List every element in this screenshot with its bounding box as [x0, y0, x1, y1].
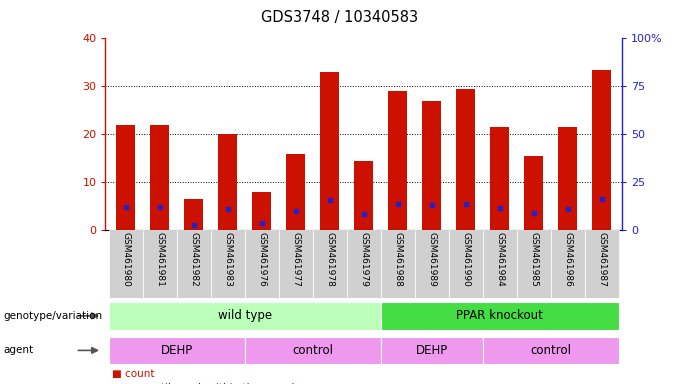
Bar: [150, 125, 169, 230]
Bar: [320, 72, 339, 230]
Text: GSM461985: GSM461985: [529, 232, 539, 287]
Bar: [551, 230, 585, 298]
Text: wild type: wild type: [218, 310, 272, 322]
Text: ■ percentile rank within the sample: ■ percentile rank within the sample: [112, 383, 301, 384]
Bar: [177, 230, 211, 298]
Text: GSM461987: GSM461987: [597, 232, 607, 287]
Text: DEHP: DEHP: [160, 344, 193, 357]
Text: GSM461988: GSM461988: [393, 232, 403, 287]
Text: GSM461986: GSM461986: [563, 232, 573, 287]
Bar: [558, 127, 577, 230]
Bar: [109, 230, 143, 298]
Bar: [490, 127, 509, 230]
Text: GSM461977: GSM461977: [291, 232, 301, 287]
Text: control: control: [292, 344, 333, 357]
Bar: [279, 230, 313, 298]
Bar: [211, 230, 245, 298]
Bar: [143, 230, 177, 298]
Text: PPAR knockout: PPAR knockout: [456, 310, 543, 322]
Bar: [517, 230, 551, 298]
Bar: [116, 125, 135, 230]
Text: GSM461984: GSM461984: [495, 232, 505, 287]
Text: genotype/variation: genotype/variation: [3, 311, 103, 321]
Bar: [245, 337, 381, 364]
Bar: [422, 101, 441, 230]
Text: GSM461979: GSM461979: [359, 232, 369, 287]
Bar: [449, 230, 483, 298]
Bar: [347, 230, 381, 298]
Text: GSM461978: GSM461978: [325, 232, 335, 287]
Text: GSM461989: GSM461989: [427, 232, 437, 287]
Text: GSM461982: GSM461982: [189, 232, 199, 287]
Bar: [415, 230, 449, 298]
Text: GSM461980: GSM461980: [121, 232, 131, 287]
Text: GSM461976: GSM461976: [257, 232, 267, 287]
Bar: [585, 230, 619, 298]
Bar: [218, 134, 237, 230]
Text: GSM461983: GSM461983: [223, 232, 233, 287]
Bar: [354, 161, 373, 230]
Text: GSM461981: GSM461981: [155, 232, 165, 287]
Bar: [592, 70, 611, 230]
Bar: [245, 230, 279, 298]
Text: agent: agent: [3, 345, 33, 356]
Bar: [456, 89, 475, 230]
Bar: [388, 91, 407, 230]
Text: ■ count: ■ count: [112, 369, 154, 379]
Bar: [252, 192, 271, 230]
Text: GDS3748 / 10340583: GDS3748 / 10340583: [261, 10, 419, 25]
Bar: [381, 230, 415, 298]
Bar: [109, 302, 381, 329]
Text: DEHP: DEHP: [415, 344, 448, 357]
Bar: [483, 230, 517, 298]
Bar: [381, 337, 483, 364]
Bar: [524, 156, 543, 230]
Text: control: control: [530, 344, 571, 357]
Bar: [184, 199, 203, 230]
Bar: [381, 302, 619, 329]
Text: GSM461990: GSM461990: [461, 232, 471, 287]
Bar: [109, 337, 245, 364]
Bar: [483, 337, 619, 364]
Bar: [313, 230, 347, 298]
Bar: [286, 154, 305, 230]
